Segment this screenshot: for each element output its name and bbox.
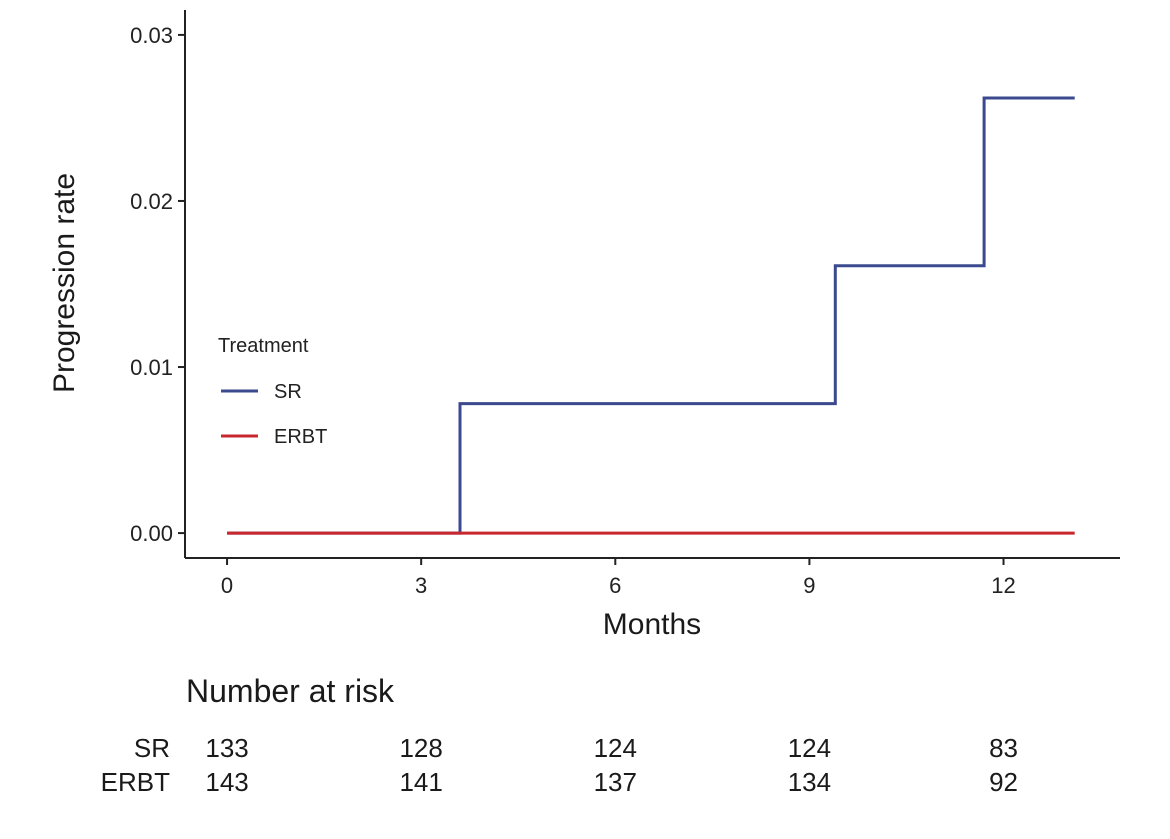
x-tick-label: 6 <box>609 573 621 598</box>
x-axis-title: Months <box>603 608 701 641</box>
risk-value: 128 <box>399 733 442 763</box>
legend-label-sr: SR <box>274 381 302 403</box>
y-tick-label: 0.02 <box>130 189 173 214</box>
legend-title: Treatment <box>218 335 309 357</box>
y-tick-label: 0.03 <box>130 23 173 48</box>
risk-row-label-sr: SR <box>134 733 170 763</box>
x-tick-label: 12 <box>991 573 1015 598</box>
series-line-sr <box>227 96 1075 535</box>
risk-table-title: Number at risk <box>186 673 395 709</box>
risk-value: 124 <box>788 733 831 763</box>
legend-items: SR ERBT <box>221 381 327 448</box>
risk-table: Number at risk SR 133 128 124 124 83 ERBT 143 14… <box>101 673 1018 797</box>
y-tick-label: 0.01 <box>130 355 173 380</box>
risk-value: 124 <box>594 733 637 763</box>
risk-rows: SR 133 128 124 124 83 ERBT 143 141 137 134 92 <box>101 733 1018 797</box>
x-ticks: 0 3 6 9 12 <box>221 558 1016 598</box>
axes <box>184 10 1120 559</box>
risk-value: 141 <box>399 767 442 797</box>
risk-row-label-erbt: ERBT <box>101 767 170 797</box>
y-tick-label: 0.00 <box>130 521 173 546</box>
y-ticks: 0.00 0.01 0.02 0.03 <box>130 23 185 546</box>
x-tick-label: 3 <box>415 573 427 598</box>
series-group <box>227 96 1075 535</box>
risk-value: 133 <box>205 733 248 763</box>
x-tick-label: 0 <box>221 573 233 598</box>
risk-value: 137 <box>594 767 637 797</box>
risk-value: 143 <box>205 767 248 797</box>
risk-value: 92 <box>989 767 1018 797</box>
x-tick-label: 9 <box>803 573 815 598</box>
risk-value: 83 <box>989 733 1018 763</box>
legend-label-erbt: ERBT <box>274 426 327 448</box>
y-axis-title: Progression rate <box>48 173 81 393</box>
legend: Treatment SR ERBT <box>218 335 327 448</box>
risk-value: 134 <box>788 767 831 797</box>
